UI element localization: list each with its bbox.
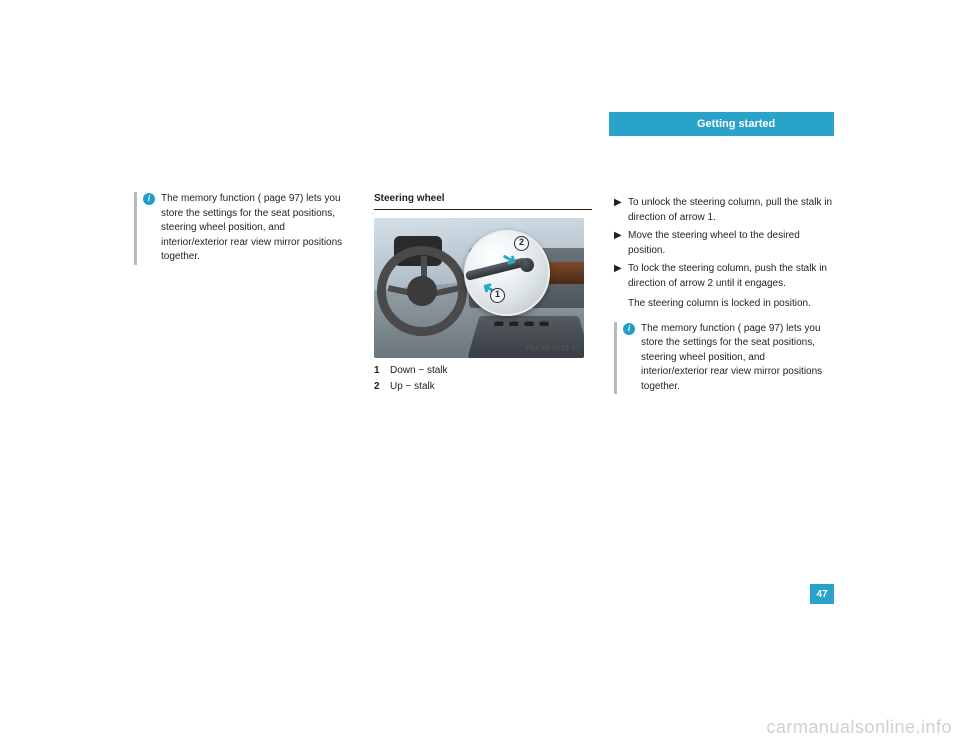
figure-caption: P54.25-3072-31 [526,344,580,354]
legend-row-2: 2 Up − stalk [374,380,592,395]
legend-number: 2 [374,380,384,395]
figure-console-button [524,321,534,326]
watermark: carmanualsonline.info [766,717,952,738]
figure-stalk-tip [520,258,534,272]
info-icon: i [143,193,155,205]
legend-text: Up − stalk [390,380,435,395]
step-text: To unlock the steering column, pull the … [628,196,832,225]
content-columns: i The memory function ( page 97) lets yo… [134,192,834,395]
figure-console-button [494,321,504,326]
step-text: To lock the steering column, push the st… [628,262,832,291]
legend-text: Down − stalk [390,364,448,379]
triangle-bullet-icon: ▶ [614,196,622,225]
steering-wheel-heading: Steering wheel [374,192,592,210]
section-tab: Getting started [609,112,834,136]
triangle-bullet-icon: ▶ [614,262,622,291]
figure-steering-hub [407,276,437,306]
section-title: Getting started [697,118,775,130]
callout-1: 1 [490,288,505,303]
info-sidebar-rule [134,192,137,265]
info-note: i The memory function ( page 97) lets yo… [134,192,352,265]
step-2: ▶ Move the steering wheel to the desired… [614,229,832,258]
info-note-text: The memory function ( page 97) lets you … [161,192,352,265]
info-note: i The memory function ( page 97) lets yo… [614,322,832,395]
column-2: Steering wheel [374,192,592,395]
steering-wheel-figure: ➜ ➜ 1 2 P54.25-3072-31 [374,218,584,358]
info-sidebar-rule [614,322,617,395]
column-1: i The memory function ( page 97) lets yo… [134,192,352,395]
figure-console-button [539,321,549,326]
step-3: ▶ To lock the steering column, push the … [614,262,832,291]
info-icon: i [623,323,635,335]
column-3: ▶ To unlock the steering column, pull th… [614,192,832,395]
step-1: ▶ To unlock the steering column, pull th… [614,196,832,225]
legend-row-1: 1 Down − stalk [374,364,592,379]
triangle-bullet-icon: ▶ [614,229,622,258]
step-result: The steering column is locked in positio… [628,297,832,312]
figure-console-button [509,321,519,326]
callout-2: 2 [514,236,529,251]
info-note-text: The memory function ( page 97) lets you … [641,322,832,395]
legend-number: 1 [374,364,384,379]
manual-page: Getting started i The memory function ( … [134,112,834,592]
step-text: Move the steering wheel to the desired p… [628,229,832,258]
page-number: 47 [810,584,834,604]
